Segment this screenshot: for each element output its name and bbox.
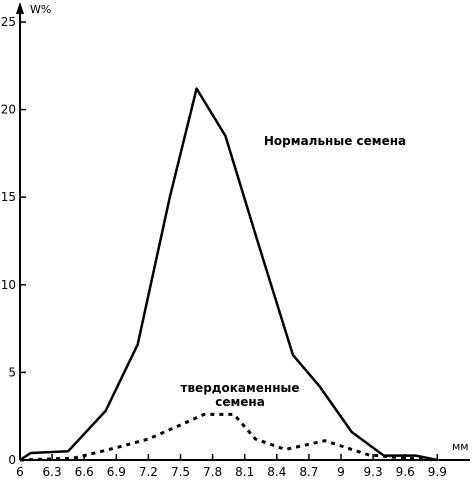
x-tick-label: 8.4	[267, 465, 286, 479]
x-tick-label: 9.6	[396, 465, 415, 479]
y-tick-label: 5	[8, 365, 16, 379]
x-axis-label: мм	[452, 440, 469, 453]
x-tick-label: 6.6	[75, 465, 94, 479]
y-axis-arrow	[16, 2, 24, 14]
x-tick-label: 7.2	[139, 465, 158, 479]
series-annotation-0: Нормальные семена	[264, 134, 406, 148]
series-line-0	[19, 87, 438, 462]
x-tick-label: 7.8	[203, 465, 222, 479]
series-line-1	[19, 412, 438, 462]
x-tick-label: 9.9	[428, 465, 447, 479]
x-tick-label: 9	[337, 465, 345, 479]
annotation-group: Нормальные семена твердокаменные семена	[181, 134, 407, 409]
x-tick-label: 6	[16, 465, 24, 479]
x-axis-ticks: 6 6.3 6.6 6.9 7.2 7.5 7.8 8.1 8.4 8.7 9 9.3 9.6 9.9	[16, 454, 447, 479]
x-tick-label: 8.7	[299, 465, 318, 479]
x-tick-label: 6.9	[107, 465, 126, 479]
y-tick-label: 20	[1, 103, 16, 117]
y-tick-label: 10	[1, 278, 16, 292]
y-tick-label: 0	[8, 453, 16, 467]
y-axis-ticks: 0 5 10 15 20 25	[1, 15, 26, 467]
x-tick-label: 9.3	[364, 465, 383, 479]
series-annotation-1: твердокаменные семена	[181, 381, 300, 409]
y-tick-label: 25	[1, 15, 16, 29]
series-annotation-line: Нормальные семена	[264, 134, 406, 148]
x-tick-label: 7.5	[171, 465, 190, 479]
series-annotation-line: семена	[215, 395, 265, 409]
x-tick-label: 8.1	[235, 465, 254, 479]
x-tick-label: 6.3	[43, 465, 62, 479]
y-axis-label: W%	[30, 3, 51, 16]
y-tick-label: 15	[1, 190, 16, 204]
series-group	[19, 87, 438, 462]
series-annotation-line: твердокаменные	[181, 381, 300, 395]
